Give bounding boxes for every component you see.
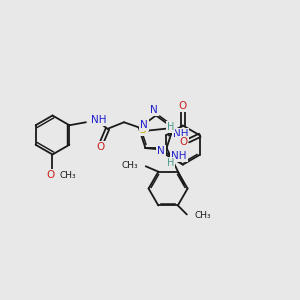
Text: O: O bbox=[97, 142, 105, 152]
Text: H: H bbox=[167, 158, 174, 168]
Text: N: N bbox=[157, 146, 165, 156]
Text: O: O bbox=[47, 170, 55, 181]
Text: CH₃: CH₃ bbox=[122, 160, 138, 169]
Text: NH: NH bbox=[91, 115, 107, 125]
Text: H: H bbox=[167, 122, 174, 132]
Text: N: N bbox=[150, 105, 158, 115]
Text: N: N bbox=[140, 120, 148, 130]
Text: O: O bbox=[179, 101, 187, 111]
Text: NH: NH bbox=[172, 129, 188, 139]
Text: O: O bbox=[179, 137, 187, 147]
Text: S: S bbox=[140, 125, 146, 135]
Text: CH₃: CH₃ bbox=[194, 211, 211, 220]
Text: NH: NH bbox=[171, 151, 187, 161]
Text: CH₃: CH₃ bbox=[59, 171, 76, 180]
